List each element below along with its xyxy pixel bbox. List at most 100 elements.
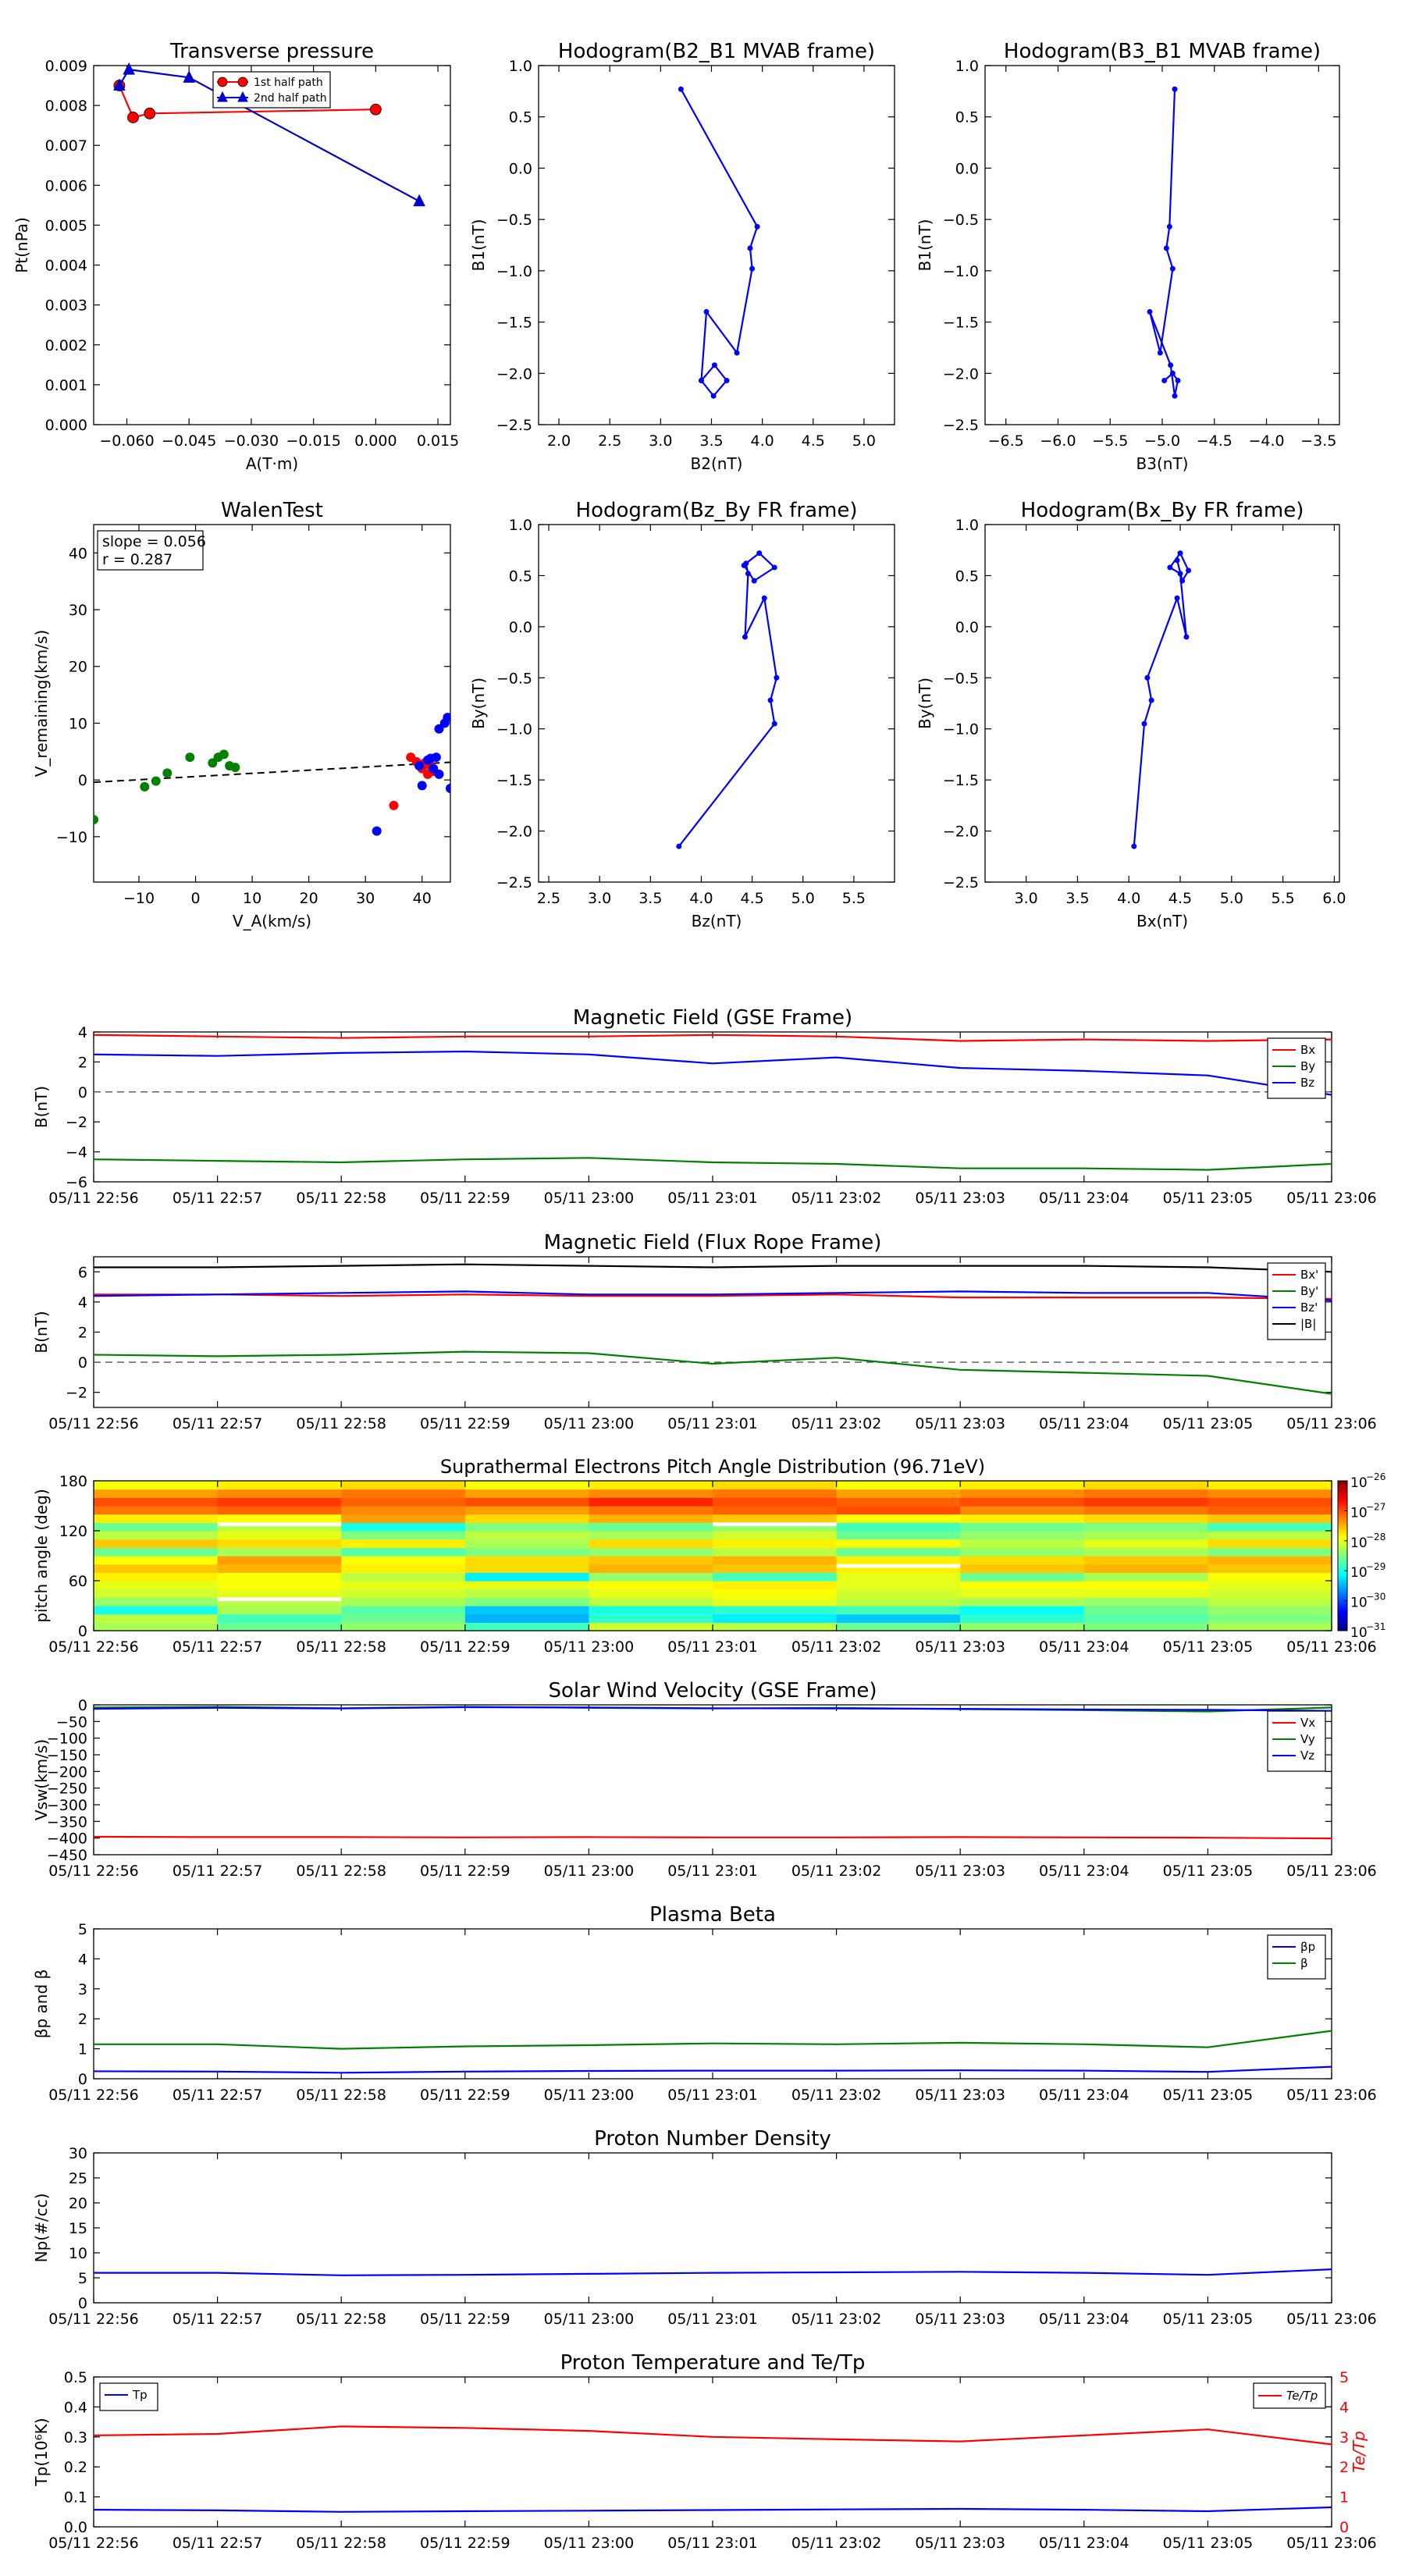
y-tick-label: 0.5 — [955, 568, 979, 585]
y-tick-label: 0.001 — [45, 377, 87, 394]
data-gap — [713, 1522, 837, 1527]
heatmap-cell — [836, 1622, 961, 1631]
y-tick-label: 0 — [78, 1084, 87, 1101]
time-tick-label: 05/11 23:01 — [667, 1863, 758, 1880]
x-tick-label: −6.0 — [1040, 432, 1076, 450]
heatmap-cell — [217, 1622, 342, 1631]
data-point — [151, 776, 161, 786]
heatmap-cell — [836, 1581, 961, 1590]
time-tick-label: 05/11 23:06 — [1286, 2535, 1377, 2552]
heatmap-cell — [1208, 1589, 1332, 1598]
y-tick-label: −2.0 — [943, 365, 979, 382]
time-tick-label: 05/11 22:59 — [420, 1190, 510, 1207]
data-point — [183, 70, 196, 83]
time-tick-label: 05/11 23:01 — [667, 1415, 758, 1432]
heatmap-cell — [836, 1597, 961, 1606]
heatmap-cell — [836, 1556, 961, 1565]
heatmap-cell — [464, 1539, 589, 1548]
time-tick-label: 05/11 22:58 — [296, 1863, 386, 1880]
y-tick-label: 0.0 — [955, 619, 979, 636]
data-point — [771, 564, 777, 571]
legend: Tp — [99, 2382, 158, 2411]
data-point — [1172, 86, 1178, 92]
x-tick-label: 30 — [356, 890, 375, 907]
time-tick-label: 05/11 22:58 — [296, 1190, 386, 1207]
y-axis-label: pitch angle (deg) — [32, 1489, 51, 1622]
data-point — [703, 308, 710, 315]
series-line — [94, 2030, 1332, 2050]
heatmap-cell — [1083, 1539, 1208, 1548]
heatmap-cell — [341, 1547, 466, 1557]
plot-area — [93, 524, 451, 883]
y-tick-label: 2 — [78, 2011, 87, 2028]
x-axis-label: A(T·m) — [246, 454, 298, 473]
heatmap-cell — [464, 1514, 589, 1523]
time-tick-label: 05/11 22:59 — [420, 2535, 510, 2552]
heatmap-cell — [713, 1589, 838, 1598]
legend-label: Bx — [1300, 1043, 1315, 1057]
x-tick-label: −0.045 — [162, 432, 216, 450]
plot-area — [538, 65, 895, 425]
data-point — [1141, 720, 1147, 727]
y-tick-label: 25 — [69, 2170, 87, 2187]
heatmap-cell — [94, 1581, 219, 1590]
series-line-right — [93, 2425, 1332, 2446]
heatmap-cell — [341, 1539, 466, 1548]
heatmap-cell — [589, 1539, 713, 1548]
time-tick-label: 05/11 23:05 — [1163, 1863, 1254, 1880]
y-tick-label: 0.005 — [45, 217, 87, 234]
heatmap-cell — [713, 1497, 838, 1507]
data-point — [389, 800, 399, 810]
y-tick-label: 4 — [78, 1024, 87, 1041]
panel-h1: Hodogram(B2_B1 MVAB frame) 2.0 2.5 3.0 3.5 4.… — [469, 40, 895, 473]
heatmap-cell — [217, 1514, 342, 1523]
data-point — [127, 112, 139, 123]
data-point — [761, 595, 767, 601]
heatmap-cell — [1083, 1506, 1208, 1515]
data-point — [443, 713, 450, 723]
plot-area — [984, 524, 1340, 883]
heatmap-cell — [589, 1531, 713, 1540]
time-tick-label: 05/11 23:03 — [915, 1863, 1005, 1880]
x-tick-label: 0 — [191, 890, 201, 907]
heatmap-cell — [960, 1564, 1085, 1573]
y-tick-label-right: 4 — [1339, 2399, 1349, 2416]
time-tick-label: 05/11 22:58 — [296, 1638, 386, 1656]
heatmap-cell — [94, 1572, 219, 1582]
x-tick-label: 10 — [243, 890, 261, 907]
y-tick-label: 2 — [78, 1054, 87, 1071]
heatmap-cell — [341, 1606, 466, 1615]
time-tick-label: 05/11 23:03 — [915, 2535, 1005, 2552]
heatmap-cell — [713, 1522, 838, 1532]
annotation-slope: slope = 0.056 — [102, 533, 206, 550]
data-point — [676, 843, 682, 849]
data-point — [1169, 370, 1176, 376]
x-tick-label: 20 — [300, 890, 318, 907]
data-point — [434, 769, 444, 779]
panel-pad: Suprathermal Electrons Pitch Angle Distr… — [32, 1456, 1385, 1656]
heatmap-cell — [1083, 1522, 1208, 1532]
data-point — [237, 76, 248, 87]
data-point — [417, 781, 427, 791]
y-tick-label: 0.2 — [64, 2459, 87, 2476]
heatmap-cell — [836, 1514, 961, 1523]
data-point — [429, 763, 439, 774]
legend-box — [1267, 1037, 1326, 1099]
y-axis-label: By(nT) — [916, 678, 934, 729]
series-line — [118, 85, 376, 119]
chart-title: Transverse pressure — [169, 40, 374, 63]
time-tick-label: 05/11 22:59 — [420, 1638, 510, 1656]
series-line — [93, 1157, 1332, 1171]
x-tick-label: 4.0 — [689, 890, 713, 907]
heatmap-cell — [1083, 1531, 1208, 1540]
y-tick-label: 0 — [78, 1623, 87, 1640]
heatmap-cell — [94, 1556, 219, 1565]
time-tick-label: 05/11 22:58 — [296, 2311, 386, 2328]
heatmap-cell — [960, 1522, 1085, 1532]
heatmap-cell — [94, 1622, 219, 1631]
time-tick-label: 05/11 23:04 — [1039, 2087, 1129, 2104]
data-point — [1169, 265, 1176, 272]
heatmap-cell — [217, 1572, 342, 1582]
y-tick-label: 1 — [78, 2041, 87, 2058]
panel-tp: Transverse pressure −0.060 −0.045 −0.030 −0.… — [12, 40, 459, 473]
